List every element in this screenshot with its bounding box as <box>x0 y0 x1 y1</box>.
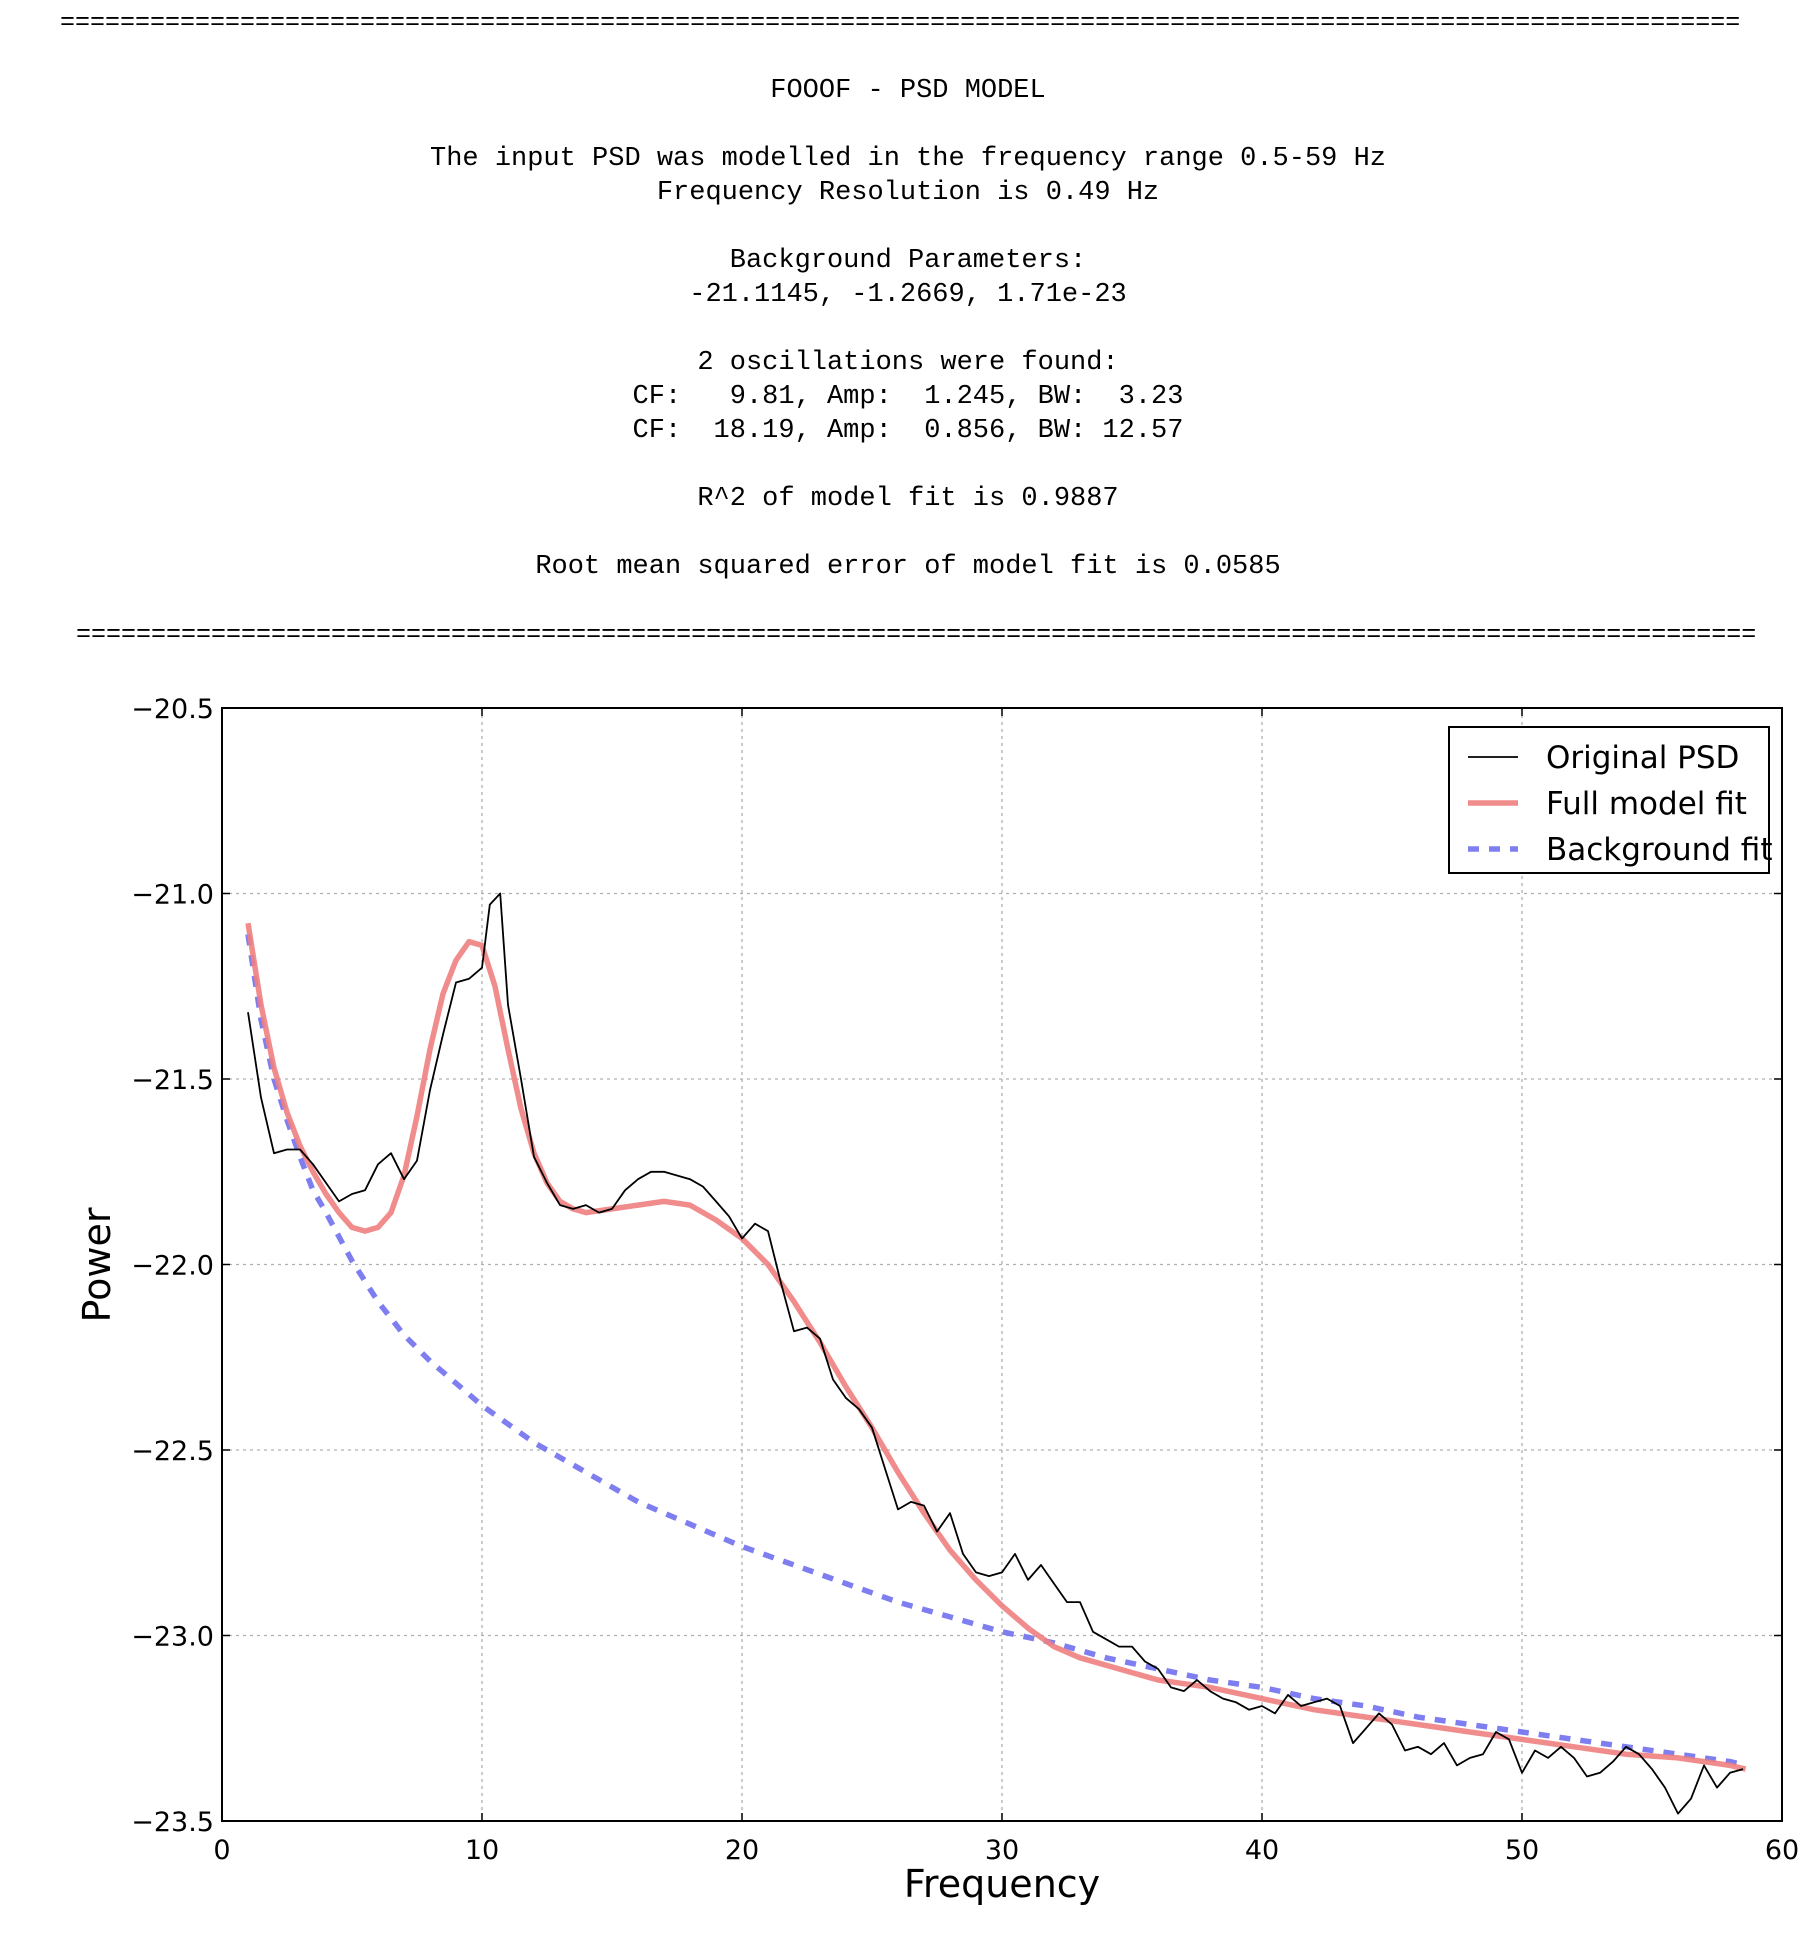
background-parameters-values: -21.1145, -1.2669, 1.71e-23 <box>689 280 1127 310</box>
psd-chart: 0 10 20 30 40 50 60 −20.5−21.0−21.5−22.0−22.5−… <box>75 694 1799 1906</box>
frequency-resolution-line: Frequency Resolution is 0.49 Hz <box>656 178 1160 208</box>
x-tick-label: 60 <box>1765 1835 1799 1866</box>
r-squared-line: R^2 of model fit is 0.9887 <box>697 484 1119 514</box>
legend-label: Full model fit <box>1546 786 1747 822</box>
y-tick-label: −21.0 <box>131 880 214 911</box>
legend-label: Background fit <box>1546 832 1772 868</box>
grid-lines <box>222 708 1782 1821</box>
oscillation-2: CF: 18.19, Amp: 0.856, BW: 12.57 <box>632 416 1184 446</box>
oscillations-header: 2 oscillations were found: <box>697 348 1119 378</box>
x-axis-ticks: 0 10 20 30 40 50 60 <box>213 708 1799 1866</box>
series-line-full-model-fit <box>245 922 1747 1772</box>
x-tick-label: 40 <box>1245 1835 1279 1866</box>
x-axis-label: Frequency <box>904 1862 1100 1906</box>
y-axis-label: Power <box>75 1207 119 1322</box>
y-tick-label: −22.5 <box>131 1436 214 1467</box>
legend-label: Original PSD <box>1546 740 1739 776</box>
report-title: FOOOF - PSD MODEL <box>770 76 1046 106</box>
legend: Original PSD Full model fit Background fit <box>1448 726 1772 874</box>
y-tick-label: −20.5 <box>131 694 214 725</box>
frequency-range-line: The input PSD was modelled in the freque… <box>430 144 1386 174</box>
x-tick-label: 30 <box>985 1835 1019 1866</box>
x-tick-label: 20 <box>725 1835 759 1866</box>
y-axis-ticks: −20.5 −21.0 −21.5 −22.0 −22.5 −23.0 −23.5 <box>131 694 1782 1838</box>
separator-bottom: ========================================… <box>76 620 1757 649</box>
legend-box <box>1448 726 1770 874</box>
separator-top: ========================================… <box>60 8 1741 37</box>
oscillation-1: CF: 9.81, Amp: 1.245, BW: 3.23 <box>632 382 1184 412</box>
y-tick-label: −21.5 <box>131 1065 214 1096</box>
y-tick-label: −23.0 <box>131 1622 214 1653</box>
y-tick-label: −23.5 <box>131 1807 214 1838</box>
background-parameters-header: Background Parameters: <box>729 246 1087 276</box>
series-line-background-fit <box>245 933 1747 1769</box>
series-layer <box>245 892 1747 1815</box>
series-line-original-psd <box>247 892 1744 1815</box>
x-tick-label: 0 <box>213 1835 230 1866</box>
x-tick-label: 10 <box>465 1835 499 1866</box>
rmse-line: Root mean squared error of model fit is … <box>535 552 1281 582</box>
y-tick-label: −22.0 <box>131 1251 214 1282</box>
x-tick-label: 50 <box>1505 1835 1539 1866</box>
report-text: ========================================… <box>0 0 1816 660</box>
